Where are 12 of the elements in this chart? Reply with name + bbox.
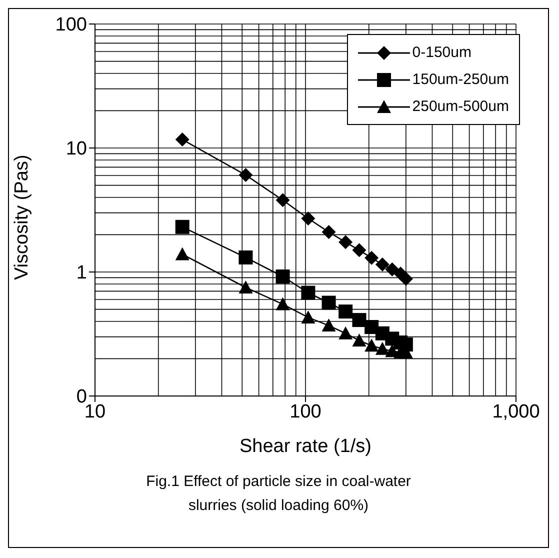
x-tick-label: 100 [290, 401, 322, 422]
y-tick-label: 10 [66, 138, 87, 160]
legend-label: 0-150um [412, 44, 472, 61]
y-tick-label: 0 [76, 386, 87, 408]
caption: Fig.1 Effect of particle size in coal-water slurries (solid loading 60%) [145, 472, 412, 516]
x-tick-label: 1,000 [492, 401, 540, 422]
y-tick-label: 1 [76, 262, 87, 284]
y-axis-title: Viscosity (Pas) [12, 154, 33, 280]
legend-label: 250um-500um [412, 98, 509, 115]
y-tick-label: 100 [55, 14, 87, 36]
legend-label: 150um-250um [412, 71, 509, 88]
x-axis-title: Shear rate (1/s) [240, 436, 372, 457]
